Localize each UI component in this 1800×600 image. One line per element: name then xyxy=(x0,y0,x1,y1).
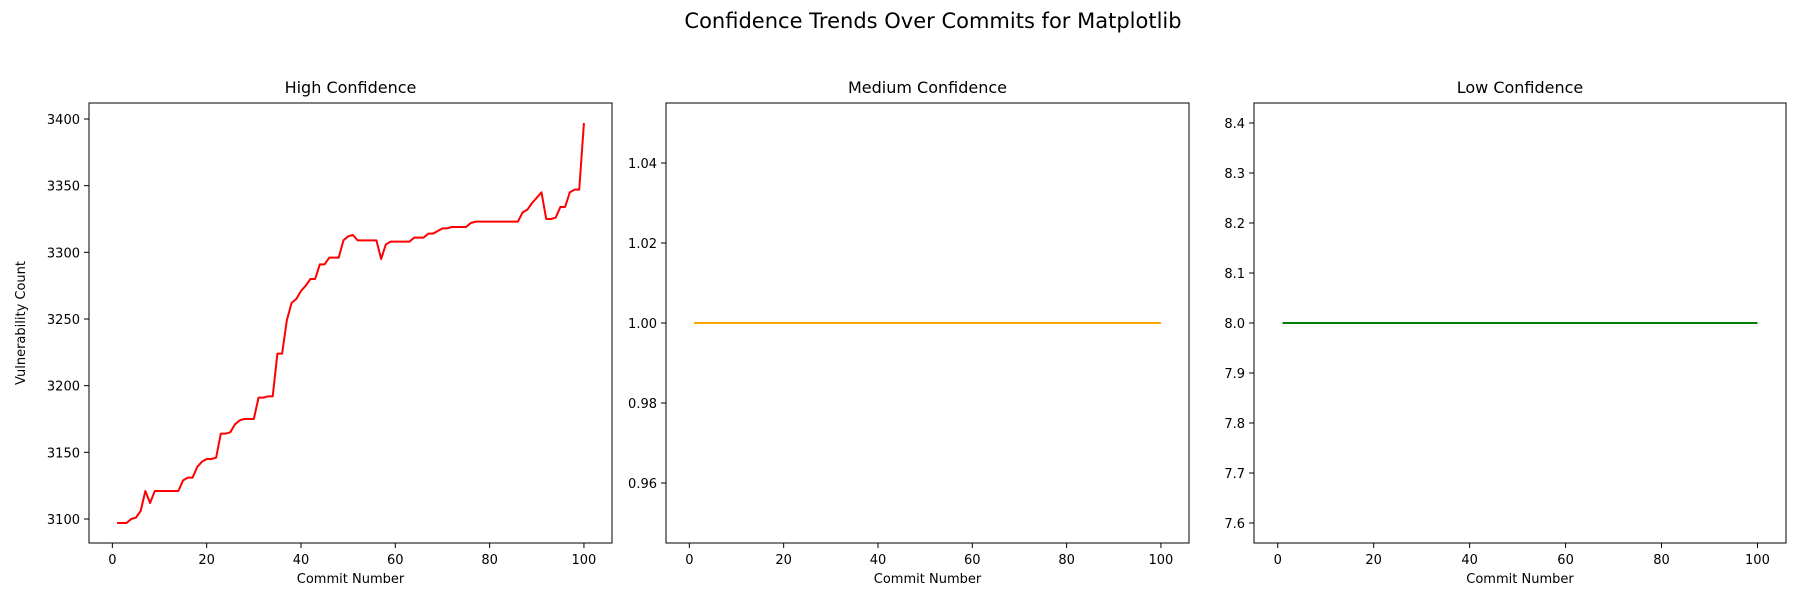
x-tick-label: 100 xyxy=(1149,553,1174,568)
x-tick-label: 100 xyxy=(1745,553,1770,568)
y-tick-label: 8.0 xyxy=(1224,317,1245,332)
y-tick-label: 0.96 xyxy=(628,477,657,492)
x-axis-label-medium: Commit Number xyxy=(874,572,982,587)
x-tick-label: 20 xyxy=(775,553,792,568)
x-tick-label: 0 xyxy=(1274,553,1282,568)
y-tick-label: 1.00 xyxy=(628,317,657,332)
x-tick-label: 80 xyxy=(1653,553,1670,568)
x-tick-label: 40 xyxy=(1461,553,1478,568)
y-tick-label: 7.9 xyxy=(1224,367,1245,382)
x-tick-label: 0 xyxy=(108,553,116,568)
y-tick-label: 3150 xyxy=(47,446,80,461)
y-tick-label: 1.02 xyxy=(628,237,657,252)
x-tick-label: 80 xyxy=(481,553,498,568)
x-tick-label: 20 xyxy=(198,553,215,568)
subplot-title-medium: Medium Confidence xyxy=(848,78,1007,97)
y-tick-label: 7.6 xyxy=(1224,517,1245,532)
y-axis-label-high: Vulnerability Count xyxy=(14,261,29,385)
y-tick-label: 7.7 xyxy=(1224,467,1245,482)
x-axis-label-low: Commit Number xyxy=(1466,572,1574,587)
subplot-title-low: Low Confidence xyxy=(1457,78,1584,97)
subplot-high: 0 20 40 60 80 100 3100 3150 3200 3250 3300 3350 3400… xyxy=(14,78,613,587)
y-tick-label: 3250 xyxy=(47,313,80,328)
y-tick-label: 8.4 xyxy=(1224,117,1245,132)
x-tick-label: 40 xyxy=(870,553,887,568)
x-axis-label-high: Commit Number xyxy=(297,572,405,587)
y-tick-label: 3400 xyxy=(47,113,80,128)
y-tick-label: 3300 xyxy=(47,246,80,261)
axes-frame-high xyxy=(88,102,613,544)
x-tick-label: 20 xyxy=(1365,553,1382,568)
subplot-low: 0 20 40 60 80 100 7.6 7.7 7.8 7.9 8.0 8.1 8.2 8.3 8.4 L… xyxy=(1224,78,1787,587)
subplot-medium: 0 20 40 60 80 100 0.96 0.98 1.00 1.02 1.04 Medium C… xyxy=(628,78,1190,587)
y-tick-label: 3100 xyxy=(47,513,80,528)
y-tick-label: 0.98 xyxy=(628,397,657,412)
y-tick-label: 7.8 xyxy=(1224,417,1245,432)
x-tick-label: 0 xyxy=(685,553,693,568)
y-tick-label: 1.04 xyxy=(628,157,657,172)
series-line-high xyxy=(117,122,585,524)
y-tick-label: 8.1 xyxy=(1224,267,1245,282)
subplots: 0 20 40 60 80 100 3100 3150 3200 3250 3300 3350 3400… xyxy=(14,78,1787,587)
x-tick-label: 80 xyxy=(1058,553,1075,568)
x-tick-label: 100 xyxy=(572,553,597,568)
subplot-title-high: High Confidence xyxy=(285,78,417,97)
x-tick-label: 60 xyxy=(964,553,981,568)
y-tick-label: 8.2 xyxy=(1224,217,1245,232)
figure-title: Confidence Trends Over Commits for Matpl… xyxy=(684,9,1181,33)
y-tick-label: 8.3 xyxy=(1224,167,1245,182)
x-tick-label: 40 xyxy=(293,553,310,568)
y-tick-label: 3200 xyxy=(47,380,80,395)
x-tick-label: 60 xyxy=(387,553,404,568)
x-tick-label: 60 xyxy=(1557,553,1574,568)
y-tick-label: 3350 xyxy=(47,180,80,195)
